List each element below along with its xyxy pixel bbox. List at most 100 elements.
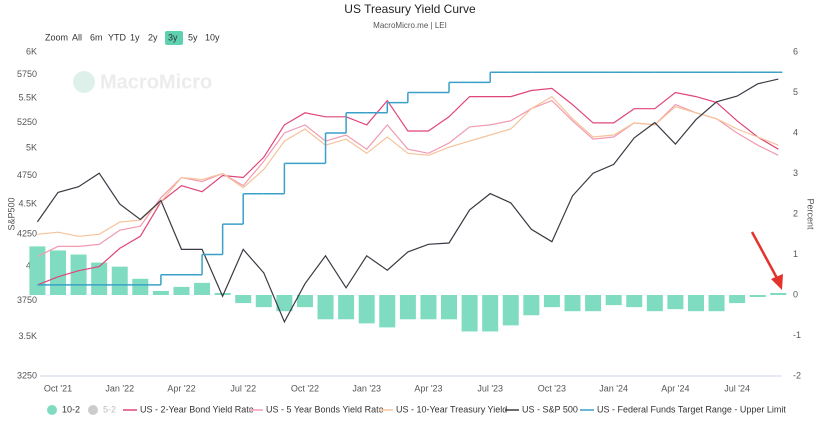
zoom-button[interactable]: 3y bbox=[165, 31, 183, 45]
x-tick-label: Jan '24 bbox=[599, 383, 628, 393]
legend-label: US - S&P 500 bbox=[522, 404, 578, 414]
x-tick-label: Apr '22 bbox=[167, 383, 195, 393]
column bbox=[276, 295, 293, 312]
column bbox=[317, 295, 334, 320]
arrow bbox=[750, 231, 783, 290]
zoom-button-label: 2y bbox=[148, 32, 158, 42]
chart-subtitle: MacroMicro.me | LEI bbox=[373, 21, 447, 30]
column bbox=[420, 295, 437, 320]
column bbox=[729, 295, 746, 304]
column bbox=[214, 292, 231, 295]
zoom-label: Zoom bbox=[45, 32, 68, 42]
zoom-button[interactable]: YTD bbox=[108, 32, 127, 42]
y2-tick-label: 4 bbox=[793, 127, 798, 137]
y-tick-label: 5250 bbox=[17, 117, 37, 127]
legend-swatch bbox=[47, 405, 57, 415]
column bbox=[111, 266, 128, 295]
column bbox=[91, 262, 108, 295]
zoom-button[interactable]: 6m bbox=[90, 32, 103, 42]
zoom-button[interactable]: 5y bbox=[188, 32, 198, 42]
zoom-button[interactable]: 1y bbox=[130, 32, 140, 42]
x-tick-label: Jan '23 bbox=[352, 383, 381, 393]
legend-item[interactable]: US - 2-Year Bond Yield Rate bbox=[123, 404, 254, 414]
zoom-button-label: 5y bbox=[188, 32, 198, 42]
watermark: MacroMicro bbox=[73, 71, 212, 93]
column bbox=[358, 295, 375, 324]
column bbox=[50, 250, 66, 295]
column bbox=[585, 295, 602, 312]
chart-title: US Treasury Yield Curve bbox=[344, 2, 476, 16]
column bbox=[441, 295, 458, 320]
legend-item[interactable]: US - 5 Year Bonds Yield Rate bbox=[249, 404, 384, 414]
legend-label: 5-2 bbox=[103, 404, 116, 414]
column bbox=[543, 295, 560, 308]
column bbox=[255, 295, 272, 308]
legend-label: US - 5 Year Bonds Yield Rate bbox=[266, 404, 384, 414]
x-tick-label: Jan '22 bbox=[105, 383, 134, 393]
watermark-text: MacroMicro bbox=[100, 71, 212, 93]
y2-tick-label: 0 bbox=[793, 289, 798, 299]
line-series bbox=[37, 87, 779, 286]
zoom-button-label: 1y bbox=[130, 32, 140, 42]
column bbox=[667, 295, 684, 310]
y-tick-label: 6K bbox=[26, 46, 37, 56]
y-tick-label: 3250 bbox=[17, 370, 37, 380]
column bbox=[502, 295, 519, 326]
x-tick-label: Jul '23 bbox=[477, 383, 503, 393]
column bbox=[708, 295, 725, 312]
zoom-button[interactable]: 2y bbox=[148, 32, 158, 42]
x-tick-label: Oct '22 bbox=[291, 383, 319, 393]
column bbox=[482, 295, 499, 332]
zoom-button-label: YTD bbox=[108, 32, 127, 42]
x-tick-label: Oct '23 bbox=[538, 383, 566, 393]
x-tick-label: Oct '21 bbox=[44, 383, 72, 393]
column bbox=[626, 295, 643, 308]
column bbox=[70, 254, 87, 295]
zoom-button-label: 3y bbox=[168, 32, 178, 42]
zoom-bar: Zoom All 6m YTD 1y 2y 3y 5y 10y bbox=[45, 31, 220, 45]
legend-item[interactable]: 5-2 bbox=[88, 404, 116, 415]
legend-item[interactable]: US - S&P 500 bbox=[505, 404, 578, 414]
legend-label: US - Federal Funds Target Range - Upper … bbox=[597, 404, 786, 414]
zoom-button[interactable]: All bbox=[72, 32, 82, 42]
line-series bbox=[36, 78, 779, 324]
y-tick-label: 5.5K bbox=[18, 92, 37, 102]
legend-label: US - 2-Year Bond Yield Rate bbox=[140, 404, 254, 414]
y-tick-label: 4250 bbox=[17, 229, 37, 239]
zoom-active-bg bbox=[165, 31, 183, 45]
x-tick-label: Jul '22 bbox=[230, 383, 256, 393]
legend-label: US - 10-Year Treasury Yield bbox=[396, 404, 507, 414]
column bbox=[461, 295, 478, 332]
column bbox=[564, 295, 581, 312]
column bbox=[749, 295, 766, 298]
y2-tick-label: 3 bbox=[793, 168, 798, 178]
zoom-button-label: 10y bbox=[205, 32, 220, 42]
legend-item[interactable]: 10-2 bbox=[47, 404, 80, 415]
column bbox=[770, 292, 787, 295]
y2-tick-label: 2 bbox=[793, 208, 798, 218]
column bbox=[152, 290, 169, 295]
column bbox=[687, 295, 704, 312]
y2-tick-label: 6 bbox=[793, 46, 798, 56]
y-axis-title: S&P500 bbox=[6, 197, 16, 230]
legend-label: 10-2 bbox=[62, 404, 80, 414]
y-tick-label: 5750 bbox=[17, 69, 37, 79]
column bbox=[173, 286, 190, 295]
column bbox=[379, 295, 396, 328]
zoom-button[interactable]: 10y bbox=[205, 32, 220, 42]
column bbox=[399, 295, 416, 320]
zoom-button-label: 6m bbox=[90, 32, 103, 42]
y2-tick-label: -2 bbox=[793, 370, 801, 380]
legend-item[interactable]: US - Federal Funds Target Range - Upper … bbox=[580, 404, 786, 414]
column bbox=[194, 282, 211, 295]
y-tick-label: 4750 bbox=[17, 170, 37, 180]
legend-item[interactable]: US - 10-Year Treasury Yield bbox=[379, 404, 507, 414]
y-tick-label: 3.5K bbox=[18, 331, 37, 341]
column bbox=[646, 295, 663, 312]
column bbox=[523, 295, 540, 316]
x-tick-label: Jul '24 bbox=[724, 383, 750, 393]
y-tick-label: 3750 bbox=[17, 295, 37, 305]
y-tick-label: 5K bbox=[26, 143, 37, 153]
y2-tick-label: 1 bbox=[793, 249, 798, 259]
